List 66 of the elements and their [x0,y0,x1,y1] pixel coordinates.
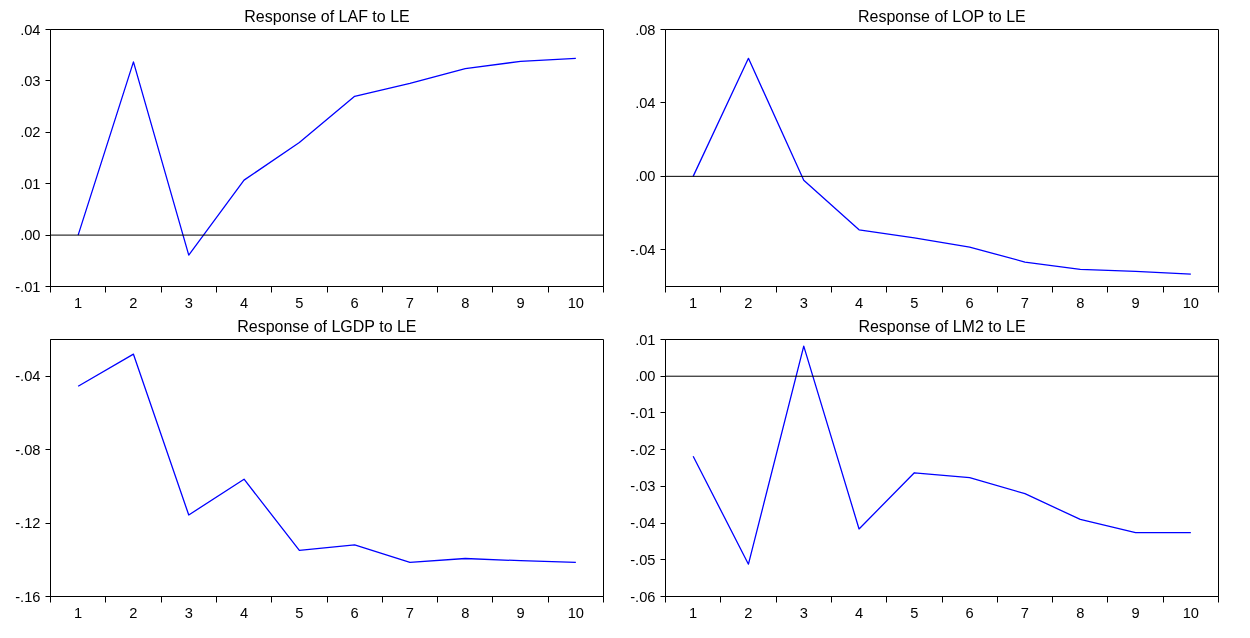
x-tick-label: 2 [744,604,753,621]
y-tick-label: -.16 [15,588,41,605]
x-tick-label: 2 [744,294,753,311]
x-tick-label: 2 [129,604,138,621]
x-tick-label: 4 [239,604,249,621]
x-tick-label: 4 [854,604,864,621]
y-tick-label: -.01 [630,404,656,421]
x-tick-label: 10 [567,604,585,621]
x-tick-label: 3 [184,294,193,311]
x-tick-label: 8 [1076,294,1085,311]
y-tick-label: .01 [20,175,41,192]
y-tick-label: -.06 [630,588,656,605]
x-tick-label: 5 [910,604,919,621]
chart-title: Response of LGDP to LE [237,317,417,335]
y-tick-label: -.03 [630,478,656,495]
x-tick-label: 6 [350,294,359,311]
x-tick-label: 7 [405,604,415,621]
x-tick-label: 8 [1076,604,1085,621]
y-tick-label: -.04 [630,241,656,258]
y-tick-label: -.12 [15,515,41,532]
y-tick-label: -.05 [630,551,656,568]
y-tick-label: .01 [635,331,656,348]
x-tick-label: 5 [910,294,919,311]
x-tick-label: 7 [1020,294,1030,311]
x-tick-label: 7 [405,294,415,311]
x-tick-label: 6 [965,604,974,621]
y-tick-label: -.01 [15,278,41,295]
y-tick-label: .04 [635,94,656,111]
x-tick-label: 9 [516,604,525,621]
x-tick-label: 5 [295,294,304,311]
x-tick-label: 9 [516,294,525,311]
x-tick-label: 3 [799,604,808,621]
y-tick-label: -.08 [15,441,41,458]
x-tick-label: 8 [461,604,470,621]
x-tick-label: 6 [965,294,974,311]
y-tick-label: .00 [20,227,41,244]
y-tick-label: .02 [20,124,41,141]
x-tick-label: 9 [1131,294,1140,311]
x-tick-label: 1 [74,604,83,621]
x-tick-label: 3 [184,604,193,621]
y-tick-label: .00 [635,368,656,385]
x-tick-label: 1 [689,604,698,621]
x-tick-label: 1 [689,294,698,311]
y-tick-label: -.04 [15,368,41,385]
chart-title: Response of LOP to LE [857,7,1026,25]
x-tick-label: 3 [799,294,808,311]
y-tick-label: .00 [635,168,656,185]
x-tick-label: 8 [461,294,470,311]
x-tick-label: 4 [239,294,249,311]
x-tick-label: 10 [1182,604,1200,621]
x-tick-label: 10 [1182,294,1200,311]
x-tick-label: 7 [1020,604,1030,621]
y-tick-label: .03 [20,72,41,89]
x-tick-label: 2 [129,294,138,311]
x-tick-label: 4 [854,294,864,311]
x-tick-label: 1 [74,294,83,311]
chart-title: Response of LM2 to LE [858,317,1026,335]
y-tick-label: -.02 [630,441,656,458]
y-tick-label: -.04 [630,515,656,532]
y-tick-label: .04 [20,21,41,38]
x-tick-label: 10 [567,294,585,311]
x-tick-label: 6 [350,604,359,621]
x-tick-label: 5 [295,604,304,621]
chart-title: Response of LAF to LE [244,7,410,25]
x-tick-label: 9 [1131,604,1140,621]
y-tick-label: .08 [635,21,656,38]
